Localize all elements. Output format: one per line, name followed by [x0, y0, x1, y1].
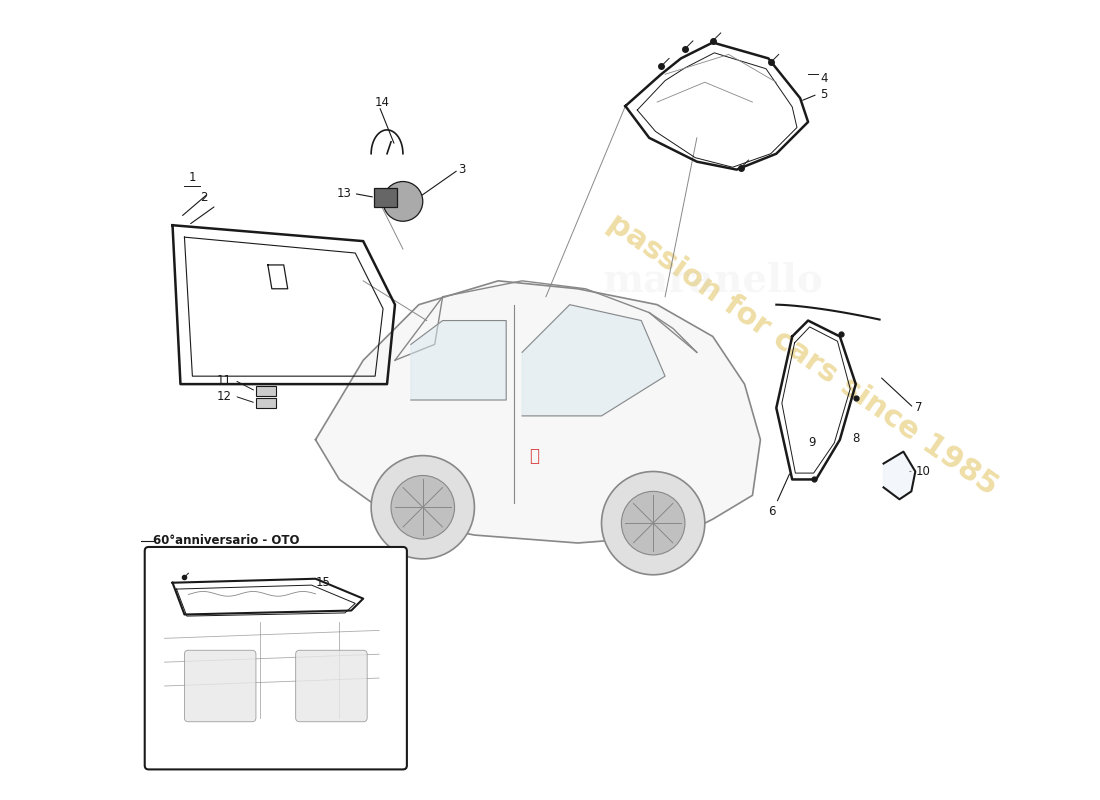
Text: maranello: maranello	[603, 262, 823, 300]
FancyBboxPatch shape	[256, 398, 276, 408]
Text: 9: 9	[808, 436, 816, 449]
Polygon shape	[883, 452, 915, 499]
FancyBboxPatch shape	[185, 650, 256, 722]
FancyBboxPatch shape	[256, 386, 276, 396]
FancyBboxPatch shape	[374, 188, 397, 207]
Text: 7: 7	[915, 402, 923, 414]
Text: 13: 13	[337, 187, 351, 200]
Polygon shape	[522, 305, 666, 416]
Text: 14: 14	[375, 95, 390, 109]
Text: 3: 3	[459, 163, 466, 176]
Text: 12: 12	[217, 390, 231, 402]
Text: 11: 11	[217, 374, 231, 386]
Circle shape	[371, 456, 474, 559]
Polygon shape	[316, 281, 760, 543]
Text: 1: 1	[188, 171, 196, 184]
Text: 10: 10	[915, 465, 931, 478]
Circle shape	[383, 182, 422, 222]
FancyBboxPatch shape	[145, 547, 407, 770]
Circle shape	[390, 475, 454, 539]
Circle shape	[602, 471, 705, 574]
Text: 6: 6	[769, 505, 776, 518]
Text: passion for cars since 1985: passion for cars since 1985	[602, 209, 1002, 502]
Text: 8: 8	[852, 432, 859, 445]
Text: ⬥: ⬥	[529, 446, 539, 465]
Text: 5: 5	[820, 88, 827, 101]
Text: 4: 4	[820, 72, 827, 85]
Polygon shape	[411, 321, 506, 400]
Text: 2: 2	[200, 191, 208, 204]
Text: 60°anniversario - OTO: 60°anniversario - OTO	[153, 534, 299, 547]
Circle shape	[621, 491, 685, 555]
Text: 15: 15	[316, 576, 330, 590]
FancyBboxPatch shape	[296, 650, 367, 722]
